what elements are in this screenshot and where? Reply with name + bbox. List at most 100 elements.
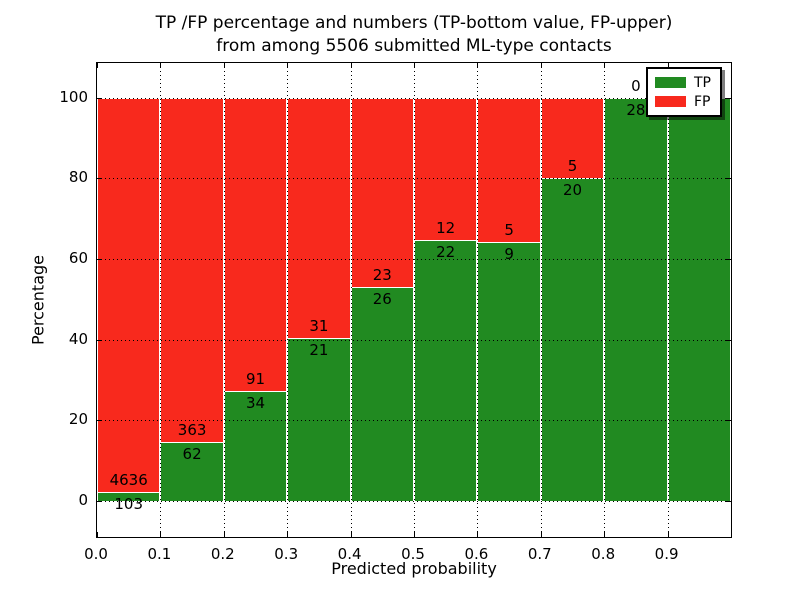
fp-bar-segment bbox=[350, 97, 414, 288]
y-tick-mark bbox=[726, 259, 731, 261]
plot-area: TP FP 4636 103 363 62 91 34 31 21 23 26 12 22 5 9 5 20 0… bbox=[96, 62, 732, 538]
x-tick-mark bbox=[477, 63, 479, 68]
tp-bar-segment bbox=[667, 97, 731, 501]
fp-bar-segment bbox=[287, 97, 351, 339]
vertical-gridline bbox=[604, 63, 606, 537]
chart-title: TP /FP percentage and numbers (TP-bottom… bbox=[96, 12, 732, 58]
vertical-gridline bbox=[477, 63, 479, 537]
tp-count-label: 20 bbox=[562, 181, 583, 200]
vertical-gridline bbox=[414, 63, 415, 537]
tp-count-label: 21 bbox=[309, 341, 329, 360]
tp-count-label: 34 bbox=[245, 394, 266, 413]
y-tick-mark bbox=[97, 420, 102, 422]
y-tick-mark bbox=[726, 339, 731, 341]
tp-count-label: 103 bbox=[114, 495, 144, 514]
tp-bar-segment bbox=[604, 97, 668, 501]
x-tick-mark bbox=[667, 532, 669, 537]
legend-label-tp: TP bbox=[694, 74, 711, 91]
vertical-gridline bbox=[160, 63, 162, 537]
x-tick-label: 0.5 bbox=[401, 545, 425, 563]
x-tick-label: 0.9 bbox=[654, 545, 679, 563]
x-tick-mark bbox=[97, 63, 98, 68]
fp-count-label: 4636 bbox=[109, 471, 148, 490]
fp-bar-segment bbox=[223, 97, 288, 392]
x-tick-label: 0.1 bbox=[147, 545, 172, 563]
x-tick-label: 0.7 bbox=[527, 545, 552, 563]
tp-count-label: 28 bbox=[626, 100, 646, 119]
y-tick-label: 100 bbox=[59, 87, 88, 106]
x-tick-mark bbox=[414, 532, 415, 537]
vertical-gridline bbox=[223, 63, 225, 537]
fp-bar-segment bbox=[97, 97, 161, 493]
y-tick-mark bbox=[97, 97, 102, 99]
tp-count-label: 22 bbox=[436, 243, 456, 262]
x-tick-mark bbox=[604, 63, 606, 68]
y-tick-mark bbox=[97, 259, 102, 261]
chart-title-line2: from among 5506 submitted ML-type contac… bbox=[216, 36, 612, 56]
y-tick-mark bbox=[97, 501, 102, 502]
x-tick-mark bbox=[223, 63, 225, 68]
x-tick-mark bbox=[287, 63, 289, 68]
x-tick-label: 0.8 bbox=[591, 545, 616, 563]
vertical-gridline bbox=[287, 63, 289, 537]
x-tick-mark bbox=[414, 63, 415, 68]
y-tick-label: 80 bbox=[68, 168, 88, 187]
x-tick-mark bbox=[223, 532, 225, 537]
y-tick-label: 60 bbox=[68, 249, 88, 268]
fp-swatch-icon bbox=[655, 96, 686, 107]
tp-bar-segment bbox=[350, 287, 414, 501]
fp-bar-segment bbox=[540, 97, 605, 179]
x-axis-label: Predicted probability bbox=[331, 559, 497, 578]
legend: TP FP bbox=[646, 67, 722, 117]
y-tick-mark bbox=[97, 178, 102, 180]
x-tick-mark bbox=[287, 532, 289, 537]
legend-item-tp: TP bbox=[655, 73, 711, 92]
y-axis-label: Percentage bbox=[28, 254, 48, 346]
x-tick-mark bbox=[350, 63, 352, 68]
tp-bar-segment bbox=[414, 240, 478, 501]
y-tick-mark bbox=[97, 339, 102, 341]
x-tick-label: 0.6 bbox=[464, 545, 489, 563]
tp-bar-segment bbox=[223, 391, 288, 501]
vertical-gridline bbox=[540, 63, 542, 537]
fp-bar-segment bbox=[160, 97, 224, 443]
y-tick-label: 0 bbox=[78, 491, 88, 509]
fp-count-label: 5 bbox=[504, 220, 514, 239]
chart-title-line1: TP /FP percentage and numbers (TP-bottom… bbox=[155, 13, 673, 33]
vertical-gridline bbox=[350, 63, 352, 537]
x-tick-mark bbox=[350, 532, 352, 537]
tp-count-label: 26 bbox=[372, 290, 392, 309]
x-tick-mark bbox=[160, 63, 162, 68]
fp-count-label: 91 bbox=[245, 370, 266, 389]
y-tick-label: 40 bbox=[68, 329, 88, 348]
tp-bar-segment bbox=[540, 178, 605, 501]
y-tick-mark bbox=[726, 420, 731, 422]
x-tick-label: 0.2 bbox=[210, 545, 235, 563]
x-tick-mark bbox=[477, 532, 479, 537]
x-tick-mark bbox=[667, 63, 669, 68]
legend-item-fp: FP bbox=[655, 92, 711, 111]
fp-count-label: 363 bbox=[177, 421, 207, 440]
x-tick-mark bbox=[540, 532, 542, 537]
x-tick-label: 0.0 bbox=[84, 545, 108, 563]
x-tick-mark bbox=[604, 532, 606, 537]
tp-bar-segment bbox=[477, 241, 541, 501]
fp-count-label: 31 bbox=[309, 317, 329, 336]
tp-bar-segment bbox=[287, 338, 351, 501]
tp-bar-segment bbox=[97, 492, 161, 501]
x-tick-mark bbox=[160, 532, 162, 537]
fp-count-label: 5 bbox=[567, 157, 578, 176]
tp-count-label: 9 bbox=[504, 244, 514, 263]
fp-count-label: 12 bbox=[436, 219, 456, 238]
x-tick-label: 0.4 bbox=[337, 545, 362, 563]
x-tick-mark bbox=[540, 63, 542, 68]
fp-count-label: 0 bbox=[631, 76, 641, 95]
tp-count-label: 62 bbox=[182, 445, 202, 464]
vertical-gridline bbox=[667, 63, 669, 537]
legend-label-fp: FP bbox=[694, 93, 711, 110]
y-tick-mark bbox=[726, 501, 731, 502]
x-tick-label: 0.3 bbox=[274, 545, 299, 563]
y-tick-mark bbox=[726, 178, 731, 180]
y-tick-mark bbox=[726, 97, 731, 99]
